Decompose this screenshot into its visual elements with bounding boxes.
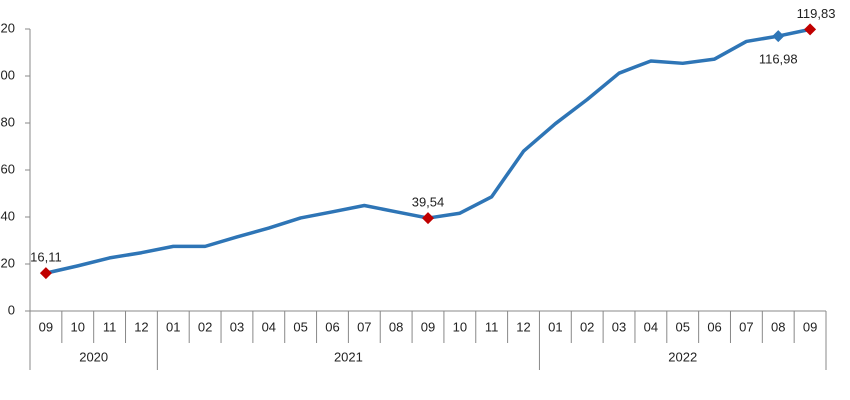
x-tick-label: 05 xyxy=(293,319,307,334)
y-tick-label: 20 xyxy=(1,255,15,270)
x-tick-label: 09 xyxy=(803,319,817,334)
value-label: 39,54 xyxy=(412,195,445,210)
y-tick-label: 0 xyxy=(8,302,15,317)
x-tick-label: 12 xyxy=(516,319,530,334)
x-tick-label: 10 xyxy=(453,319,467,334)
x-tick-label: 06 xyxy=(707,319,721,334)
value-label: 16,11 xyxy=(30,250,62,265)
y-tick-label: 60 xyxy=(1,161,15,176)
year-label: 2021 xyxy=(334,349,363,364)
value-label: 119,83 xyxy=(797,6,836,21)
x-tick-label: 12 xyxy=(134,319,148,334)
x-tick-label: 03 xyxy=(612,319,626,334)
marker xyxy=(804,23,817,36)
marker xyxy=(39,267,52,280)
x-tick-label: 07 xyxy=(739,319,753,334)
x-tick-label: 09 xyxy=(39,319,53,334)
line xyxy=(45,27,811,275)
x-tick-label: 01 xyxy=(548,319,562,334)
x-tick-label: 02 xyxy=(198,319,212,334)
x-tick-label: 04 xyxy=(262,319,276,334)
x-tick-label: 05 xyxy=(675,319,689,334)
x-tick-label: 08 xyxy=(771,319,785,334)
marker xyxy=(422,212,434,225)
x-tick-label: 03 xyxy=(230,319,244,334)
y-tick-label: 40 xyxy=(1,208,15,223)
x-tick-label: 11 xyxy=(485,319,499,334)
y-tick-label: 120 xyxy=(0,20,15,35)
marker xyxy=(772,30,785,43)
x-tick-label: 02 xyxy=(580,319,594,334)
x-tick-label: 06 xyxy=(325,319,339,334)
year-label: 2020 xyxy=(79,349,108,364)
y-tick-label: 100 xyxy=(0,67,15,82)
x-tick-label: 08 xyxy=(389,319,403,334)
x-tick-label: 01 xyxy=(166,319,180,334)
year-label: 2022 xyxy=(668,349,697,364)
x-tick-label: 09 xyxy=(421,319,435,334)
y-tick-label: 80 xyxy=(1,114,15,129)
x-tick-label: 10 xyxy=(71,319,85,334)
x-tick-label: 07 xyxy=(357,319,371,334)
x-tick-label: 11 xyxy=(103,319,117,334)
x-tick-label: 04 xyxy=(644,319,658,334)
value-label: 116,98 xyxy=(759,52,798,67)
